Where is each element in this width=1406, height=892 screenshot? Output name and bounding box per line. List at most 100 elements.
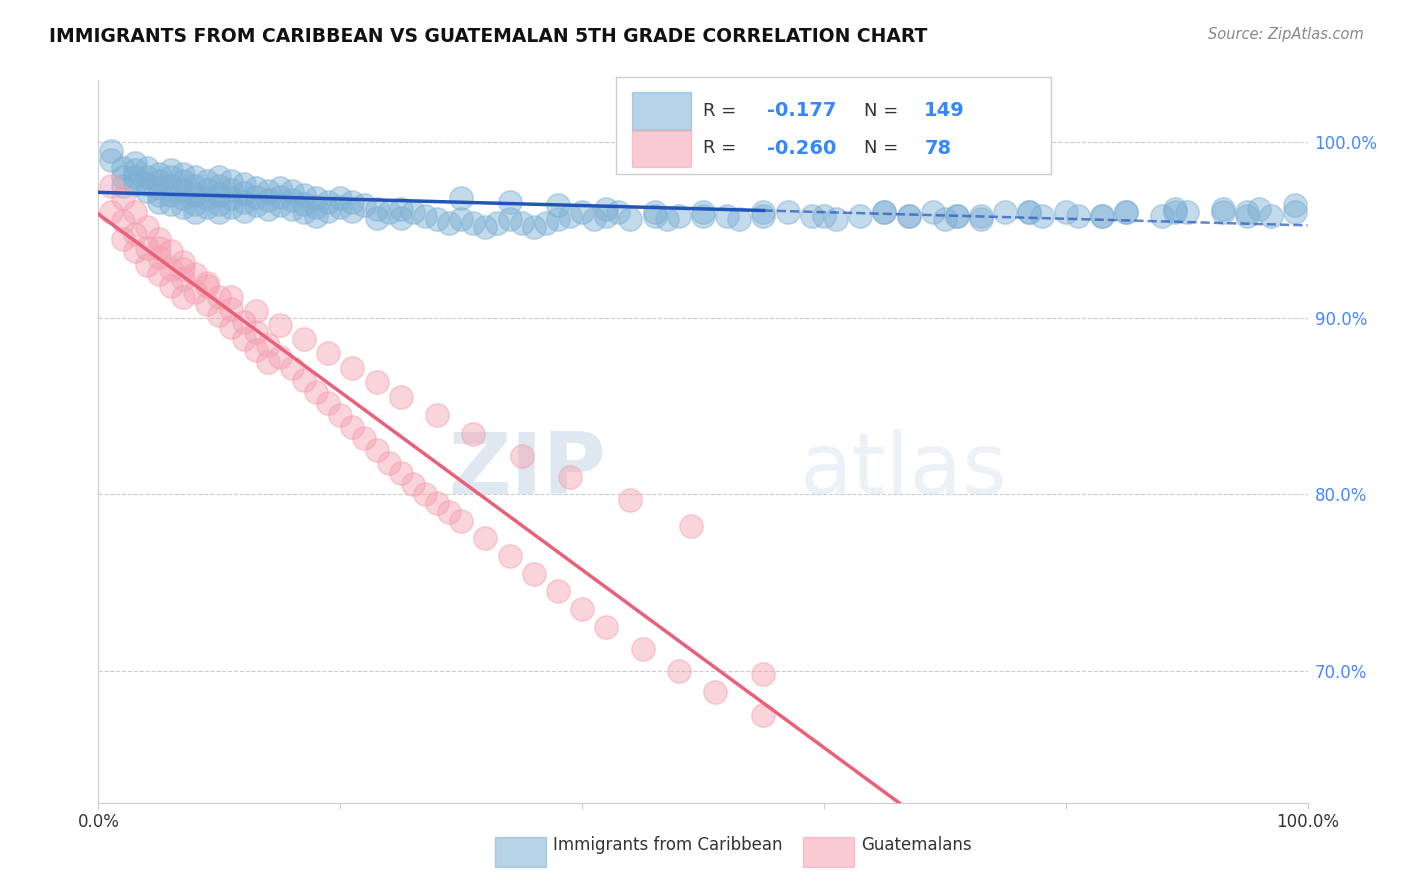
Point	[1163, 205, 1185, 219]
Point	[897, 209, 920, 223]
Point	[124, 178, 146, 192]
Point	[897, 209, 920, 223]
Point	[342, 203, 364, 218]
Point	[523, 566, 546, 581]
Text: R =: R =	[703, 139, 742, 157]
Point	[498, 212, 520, 227]
Point	[172, 182, 194, 196]
Point	[232, 315, 254, 329]
Point	[124, 227, 146, 241]
Point	[269, 318, 291, 333]
Point	[595, 202, 617, 216]
Point	[946, 209, 969, 223]
Point	[921, 205, 943, 219]
Point	[1284, 198, 1306, 212]
Point	[256, 193, 278, 207]
Point	[135, 178, 157, 192]
Point	[172, 272, 194, 286]
Point	[124, 205, 146, 219]
Point	[946, 209, 969, 223]
Point	[232, 203, 254, 218]
Point	[148, 250, 170, 264]
Point	[571, 205, 593, 219]
Point	[1175, 205, 1198, 219]
Point	[269, 181, 291, 195]
Point	[281, 184, 304, 198]
Point	[474, 219, 496, 234]
Point	[389, 202, 412, 216]
Text: 78: 78	[924, 139, 952, 158]
Point	[1054, 205, 1077, 219]
Point	[232, 332, 254, 346]
Point	[208, 179, 231, 194]
Point	[292, 187, 315, 202]
Point	[668, 209, 690, 223]
Point	[245, 198, 267, 212]
Point	[292, 373, 315, 387]
Point	[849, 209, 872, 223]
Point	[547, 584, 569, 599]
Point	[752, 209, 775, 223]
Point	[437, 216, 460, 230]
Point	[1236, 205, 1258, 219]
Point	[221, 174, 243, 188]
Point	[195, 276, 218, 290]
Point	[752, 667, 775, 681]
Point	[292, 332, 315, 346]
Text: IMMIGRANTS FROM CARIBBEAN VS GUATEMALAN 5TH GRADE CORRELATION CHART: IMMIGRANTS FROM CARIBBEAN VS GUATEMALAN …	[49, 27, 928, 45]
Point	[100, 205, 122, 219]
Point	[148, 267, 170, 281]
Point	[135, 184, 157, 198]
Point	[1284, 205, 1306, 219]
Point	[426, 212, 449, 227]
Point	[195, 174, 218, 188]
Point	[534, 216, 557, 230]
Point	[184, 179, 207, 194]
Text: R =: R =	[703, 102, 742, 120]
Point	[184, 205, 207, 219]
Point	[1018, 205, 1040, 219]
Point	[172, 290, 194, 304]
Point	[558, 209, 581, 223]
Point	[160, 179, 183, 194]
Point	[124, 163, 146, 178]
Point	[148, 181, 170, 195]
Point	[160, 196, 183, 211]
Point	[160, 244, 183, 259]
Point	[692, 205, 714, 219]
Point	[1031, 209, 1053, 223]
Point	[873, 205, 896, 219]
Point	[752, 707, 775, 722]
Point	[221, 290, 243, 304]
Point	[305, 200, 328, 214]
FancyBboxPatch shape	[631, 129, 690, 167]
Point	[245, 326, 267, 340]
Point	[366, 443, 388, 458]
Point	[184, 196, 207, 211]
Point	[232, 186, 254, 200]
Point	[269, 189, 291, 203]
Point	[644, 205, 666, 219]
Point	[195, 279, 218, 293]
Point	[437, 505, 460, 519]
Text: N =: N =	[863, 102, 904, 120]
Point	[366, 375, 388, 389]
Point	[221, 200, 243, 214]
Point	[474, 532, 496, 546]
Text: Immigrants from Caribbean: Immigrants from Caribbean	[553, 836, 783, 854]
Point	[426, 408, 449, 422]
Point	[124, 170, 146, 185]
Point	[256, 184, 278, 198]
Point	[195, 191, 218, 205]
Point	[752, 205, 775, 219]
Point	[366, 211, 388, 225]
Point	[510, 449, 533, 463]
Text: 149: 149	[924, 102, 965, 120]
Point	[135, 161, 157, 176]
Text: Source: ZipAtlas.com: Source: ZipAtlas.com	[1208, 27, 1364, 42]
Point	[377, 205, 399, 219]
Point	[111, 161, 134, 176]
Point	[547, 198, 569, 212]
Point	[1115, 205, 1137, 219]
FancyBboxPatch shape	[616, 77, 1052, 174]
